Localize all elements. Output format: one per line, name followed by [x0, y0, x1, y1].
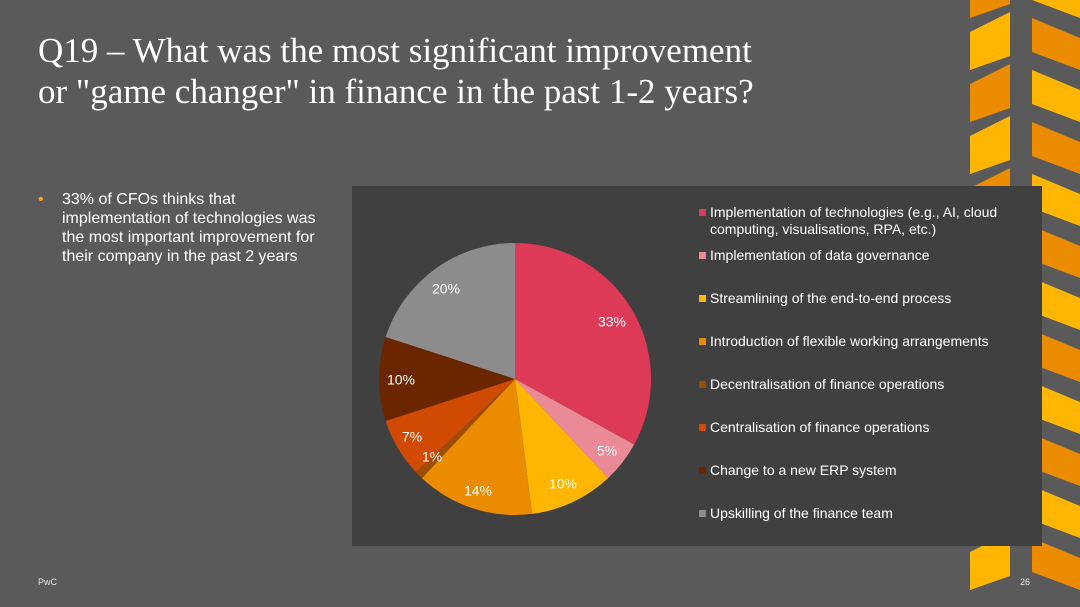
pie-slice	[385, 379, 515, 473]
legend-swatch	[699, 424, 706, 431]
bullet-text: 33% of CFOs thinks that implementation o…	[62, 191, 316, 265]
legend-swatch	[699, 295, 706, 302]
pie-slice	[415, 379, 515, 479]
legend-swatch	[699, 381, 706, 388]
legend-swatch	[699, 338, 706, 345]
legend-item: Introduction of flexible working arrange…	[698, 333, 1038, 350]
legend-label: Upskilling of the finance team	[710, 505, 893, 521]
legend-label: Implementation of data governance	[710, 247, 930, 263]
chevron-shape	[1032, 122, 1080, 174]
pie-slice	[385, 243, 515, 379]
title-line-1: Q19 – What was the most significant impr…	[38, 31, 752, 70]
legend-item: Upskilling of the finance team	[698, 505, 1038, 522]
legend-label: Decentralisation of finance operations	[710, 376, 945, 392]
slice-data-label: 10%	[387, 372, 415, 388]
legend-label: Centralisation of finance operations	[710, 419, 930, 435]
legend-item: Streamlining of the end-to-end process	[698, 290, 1038, 307]
bullet-list: • 33% of CFOs thinks that implementation…	[38, 190, 338, 266]
slice-data-label: 14%	[464, 483, 492, 499]
footer-brand: PwC	[38, 577, 58, 587]
pie-chart: 33% 5% 10% 14% 1%7% 10% 20%	[379, 243, 652, 516]
legend-label: Implementation of technologies (e.g., AI…	[710, 204, 998, 237]
legend-item: Implementation of technologies (e.g., AI…	[698, 204, 1038, 238]
slice-data-label: 1%	[422, 449, 442, 465]
legend-item: Change to a new ERP system	[698, 462, 1038, 479]
legend-label: Change to a new ERP system	[710, 462, 897, 478]
chevron-shape	[1032, 0, 1080, 18]
bullet-item: • 33% of CFOs thinks that implementation…	[38, 190, 338, 266]
chevron-shape	[970, 12, 1010, 70]
slice-data-label: 7%	[402, 429, 422, 445]
legend-label: Introduction of flexible working arrange…	[710, 333, 989, 349]
chevron-shape	[1032, 486, 1080, 538]
legend-swatch	[699, 209, 706, 216]
chevron-shape	[970, 0, 1010, 18]
chevron-shape	[1032, 18, 1080, 70]
chevron-shape	[1032, 70, 1080, 122]
legend-label: Streamlining of the end-to-end process	[710, 290, 952, 306]
pie-slice	[379, 336, 515, 422]
pie-slice	[515, 243, 652, 445]
chevron-shape	[1032, 330, 1080, 382]
pie-chart-panel: 33% 5% 10% 14% 1% 7% 10% 20% Implementation of …	[352, 186, 1042, 546]
pie-slice	[421, 379, 533, 516]
pie-slice	[515, 379, 609, 514]
chevron-shape	[1032, 226, 1080, 278]
slice-data-label: 5%	[597, 443, 617, 459]
chevron-shape	[1032, 434, 1080, 486]
pie-slice	[515, 379, 635, 479]
bullet-dot-icon: •	[38, 191, 44, 208]
chevron-shape	[970, 116, 1010, 174]
chevron-shape	[970, 532, 1010, 590]
chevron-shape	[1032, 538, 1080, 590]
chevron-shape	[1032, 278, 1080, 330]
slice-data-label: 10%	[549, 476, 577, 492]
legend-swatch	[699, 252, 706, 259]
legend-swatch	[699, 510, 706, 517]
legend-item: Implementation of data governance	[698, 247, 1038, 264]
chevron-shape	[1032, 174, 1080, 226]
chevron-shape	[970, 64, 1010, 122]
legend-swatch	[699, 467, 706, 474]
title-line-2: or "game changer" in finance in the past…	[38, 72, 754, 111]
chevron-shape	[1032, 382, 1080, 434]
slice-data-label: 33%	[598, 314, 626, 330]
page-number: 26	[1020, 577, 1031, 587]
chart-legend: Implementation of technologies (e.g., AI…	[698, 204, 1038, 522]
legend-item: Centralisation of finance operations	[698, 419, 1038, 436]
slide-title: Q19 – What was the most significant impr…	[38, 30, 938, 112]
slice-data-label: 20%	[432, 281, 460, 297]
legend-item: Decentralisation of finance operations	[698, 376, 1038, 393]
